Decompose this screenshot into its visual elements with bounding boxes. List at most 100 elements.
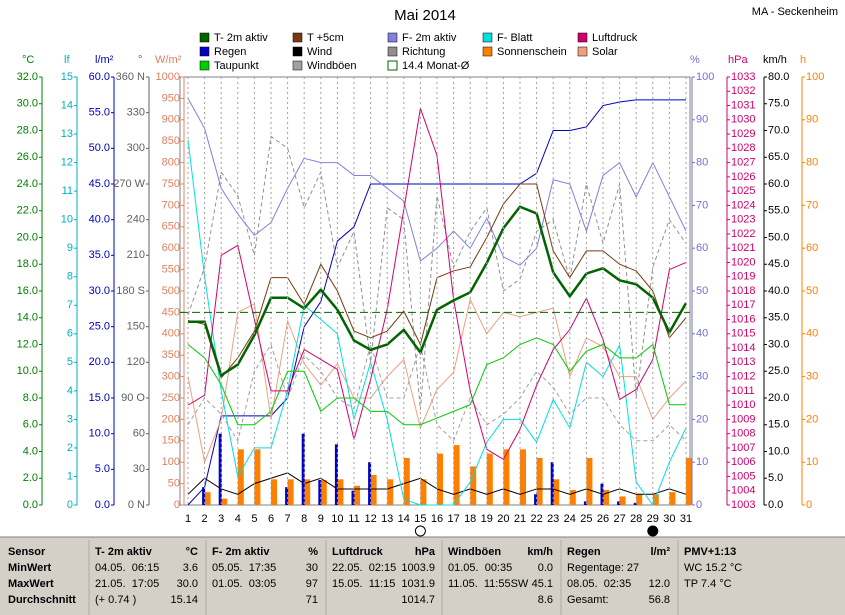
y-tick-label: 20.0	[17, 231, 38, 243]
y-tick-label: 55.0	[89, 107, 110, 119]
axis-unit: %	[690, 54, 700, 66]
x-tick-label: 1	[185, 513, 191, 525]
table-cell: TP 7.4 °C	[684, 578, 732, 590]
legend-label: Taupunkt	[214, 60, 259, 72]
y-tick-label: 1017	[731, 299, 755, 311]
y-tick-label: 4.0	[23, 445, 38, 457]
y-tick-label: 1015	[731, 328, 755, 340]
table-cell: 45.1	[532, 578, 553, 590]
axis-unit: l/m²	[95, 54, 114, 66]
axis-unit: W/m²	[155, 54, 182, 66]
y-tick-label: 1016	[731, 313, 755, 325]
bar	[387, 479, 394, 505]
axis-unit: h	[800, 54, 806, 66]
x-tick-label: 2	[202, 513, 208, 525]
legend-swatch	[387, 46, 398, 57]
y-tick-label: 20.0	[89, 356, 110, 368]
y-tick-label: 1024	[731, 199, 755, 211]
bar	[633, 502, 637, 505]
table-cell: 30	[306, 562, 318, 574]
bar	[619, 496, 626, 505]
y-tick-label: 0	[174, 499, 180, 511]
y-tick-label: 1009	[731, 413, 755, 425]
x-tick-label: 16	[431, 513, 443, 525]
table-header: l/m²	[650, 546, 670, 558]
y-tick-label: 1006	[731, 456, 755, 468]
y-tick-label: 80	[696, 157, 708, 169]
y-tick-label: 1021	[731, 242, 755, 254]
bar	[636, 494, 643, 505]
y-tick-label: 950	[162, 92, 180, 104]
y-tick-label: 1030	[731, 114, 755, 126]
x-tick-label: 4	[235, 513, 241, 525]
y-tick-label: 1005	[731, 470, 755, 482]
table-cell: 21.05. 17:05	[95, 578, 159, 590]
bar	[583, 501, 587, 505]
legend-label: 14.4 Monat-Ø	[402, 60, 470, 72]
y-tick-label: 1018	[731, 285, 755, 297]
legend-swatch	[292, 46, 303, 57]
y-tick-label: 1	[67, 470, 73, 482]
y-tick-label: 40.0	[89, 214, 110, 226]
legend-label: Windböen	[307, 60, 357, 72]
bar	[569, 490, 576, 505]
y-tick-label: 35.0	[768, 312, 789, 324]
y-tick-label: 90	[696, 114, 708, 126]
table-cell: 1003.9	[401, 562, 435, 574]
table-cell: 12.0	[649, 578, 670, 590]
y-tick-label: 250	[162, 392, 180, 404]
bar	[202, 487, 206, 505]
legend-swatch	[199, 32, 210, 43]
table-cell: 56.8	[649, 594, 670, 606]
y-tick-label: 300	[162, 371, 180, 383]
y-tick-label: 1007	[731, 442, 755, 454]
y-tick-label: 0	[806, 499, 812, 511]
table-header: F- 2m aktiv	[212, 546, 270, 558]
table-cell: WC 15.2 °C	[684, 562, 742, 574]
y-tick-label: 1025	[731, 185, 755, 197]
table-cell: 01.05. 00:35	[448, 562, 512, 574]
y-tick-label: 70	[806, 199, 818, 211]
y-tick-label: 55.0	[768, 205, 789, 217]
bar	[550, 462, 554, 505]
bar	[586, 457, 593, 505]
y-tick-label: 1000	[156, 71, 180, 83]
table-cell: 1031.9	[401, 578, 435, 590]
y-tick-label: 65.0	[768, 151, 789, 163]
table-cell: 15.14	[170, 594, 198, 606]
bar	[453, 445, 460, 505]
bar	[221, 498, 228, 505]
table-background	[0, 537, 845, 615]
y-tick-label: 70	[696, 199, 708, 211]
table-header: Windböen	[448, 546, 501, 558]
y-tick-label: 60	[806, 242, 818, 254]
x-tick-label: 3	[218, 513, 224, 525]
bar	[351, 490, 355, 505]
y-tick-label: 1012	[731, 371, 755, 383]
table-cell: (+ 0.74 )	[95, 594, 136, 606]
y-tick-label: 800	[162, 157, 180, 169]
x-tick-label: 15	[414, 513, 426, 525]
bar	[403, 457, 410, 505]
table-header: PMV+1:13	[684, 546, 736, 558]
bar	[287, 479, 294, 505]
y-tick-label: 18.0	[17, 258, 38, 270]
y-tick-label: 100	[806, 71, 824, 83]
y-tick-label: 8.0	[23, 392, 38, 404]
table-cell: Gesamt:	[567, 594, 609, 606]
x-tick-label: 22	[530, 513, 542, 525]
y-tick-label: 75.0	[768, 98, 789, 110]
y-tick-label: 30	[806, 371, 818, 383]
y-tick-label: 1008	[731, 428, 755, 440]
x-tick-label: 30	[663, 513, 675, 525]
y-tick-label: 210	[127, 249, 145, 261]
y-tick-label: 60.0	[768, 178, 789, 190]
bar	[603, 490, 609, 505]
x-tick-label: 18	[464, 513, 476, 525]
legend-swatch	[199, 60, 210, 71]
x-tick-label: 12	[364, 513, 376, 525]
legend-label: F- 2m aktiv	[402, 32, 457, 44]
y-tick-label: 30	[696, 371, 708, 383]
x-tick-label: 5	[251, 513, 257, 525]
